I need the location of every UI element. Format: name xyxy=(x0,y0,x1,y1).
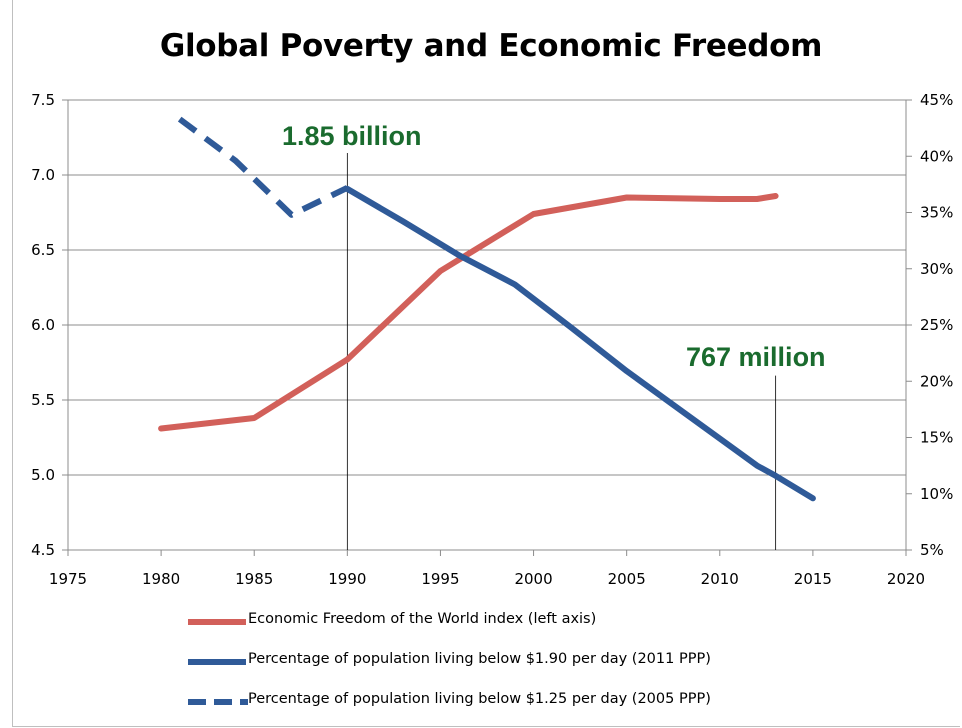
y-left-tick-label: 7.5 xyxy=(31,91,55,109)
y-left-tick-label: 7.0 xyxy=(31,166,55,184)
x-tick-label: 2020 xyxy=(887,570,925,588)
legend-swatch xyxy=(188,699,248,705)
annotation-label: 767 million xyxy=(686,342,826,372)
y-right-tick-label: 25% xyxy=(920,316,953,334)
annotation-label-bg xyxy=(278,117,474,153)
y-right-tick-label: 15% xyxy=(920,429,953,447)
x-tick-label: 2000 xyxy=(514,570,552,588)
series-line-1 xyxy=(158,193,779,432)
x-tick-label: 1990 xyxy=(328,570,366,588)
y-left-tick-label: 6.0 xyxy=(31,316,55,334)
legend-label: Percentage of population living below $1… xyxy=(248,691,711,707)
x-tick-label: 2010 xyxy=(701,570,739,588)
y-right-tick-label: 40% xyxy=(920,147,953,165)
y-right-tick-label: 45% xyxy=(920,91,953,109)
annotation-label: 1.85 billion xyxy=(282,121,422,151)
y-right-tick-label: 35% xyxy=(920,204,953,222)
legend-label: Percentage of population living below $1… xyxy=(248,651,711,667)
y-left-tick-label: 5.5 xyxy=(31,391,55,409)
legend-item: Percentage of population living below $1… xyxy=(186,690,886,710)
legend-item: Percentage of population living below $1… xyxy=(186,650,886,670)
y-right-tick-label: 10% xyxy=(920,485,953,503)
chart-frame xyxy=(12,0,960,727)
x-tick-label: 1995 xyxy=(421,570,459,588)
x-tick-label: 2015 xyxy=(794,570,832,588)
y-left-tick-label: 4.5 xyxy=(31,541,55,559)
x-tick-label: 2005 xyxy=(608,570,646,588)
x-tick-label: 1985 xyxy=(235,570,273,588)
series-line-3 xyxy=(177,116,349,218)
legend-label: Economic Freedom of the World index (lef… xyxy=(248,611,597,627)
legend-item: Economic Freedom of the World index (lef… xyxy=(186,610,886,630)
y-right-tick-label: 30% xyxy=(920,260,953,278)
y-right-tick-label: 5% xyxy=(920,541,944,559)
legend-swatch xyxy=(188,659,246,665)
y-left-tick-label: 6.5 xyxy=(31,241,55,259)
legend-swatch xyxy=(188,619,246,625)
series-line-2 xyxy=(344,185,816,502)
x-tick-label: 1975 xyxy=(49,570,87,588)
y-left-tick-label: 5.0 xyxy=(31,466,55,484)
annotation-label-bg xyxy=(682,338,862,374)
y-right-tick-label: 20% xyxy=(920,372,953,390)
chart-title: Global Poverty and Economic Freedom xyxy=(159,28,823,64)
x-tick-label: 1980 xyxy=(142,570,180,588)
